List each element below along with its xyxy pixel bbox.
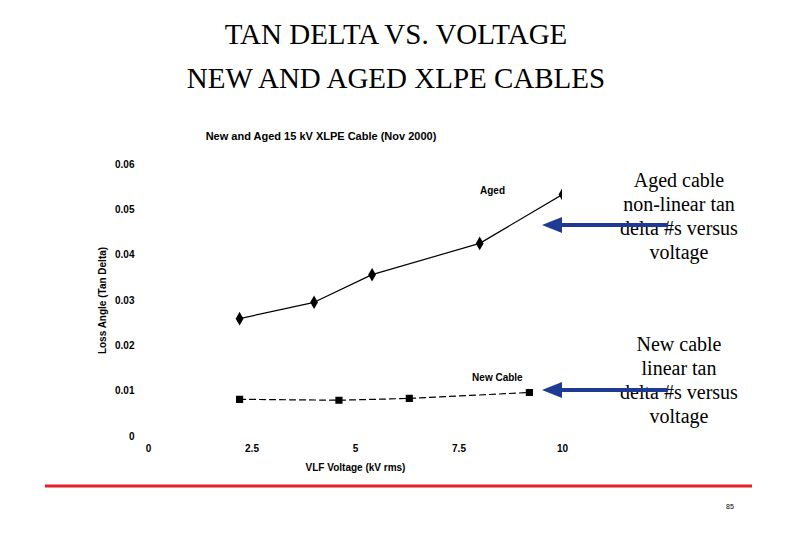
svg-text:0.06: 0.06: [115, 159, 135, 170]
html-text:85: 85: [726, 503, 734, 510]
svg-text:VLF Voltage (kV rms): VLF Voltage (kV rms): [306, 462, 406, 473]
html-text:New and Aged 15 kV XLPE Cable: New and Aged 15 kV XLPE Cable (Nov 2000): [205, 130, 437, 142]
html-text:non-linear tan: non-linear tan: [623, 193, 735, 215]
svg-text:5: 5: [353, 443, 359, 454]
svg-text:0: 0: [146, 443, 152, 454]
svg-text:0.02: 0.02: [115, 340, 135, 351]
html-text:linear tan: linear tan: [641, 357, 717, 379]
html-text:NEW AND AGED XLPE CABLES: NEW AND AGED XLPE CABLES: [186, 62, 606, 94]
svg-text:7.5: 7.5: [452, 443, 466, 454]
svg-text:2.5: 2.5: [245, 443, 259, 454]
html-text:New cable: New cable: [636, 333, 722, 355]
html-text:Aged cable: Aged cable: [633, 169, 725, 191]
svg-text:0: 0: [129, 431, 135, 442]
svg-text:New Cable: New Cable: [472, 372, 523, 383]
html-text:TAN DELTA VS. VOLTAGE: TAN DELTA VS. VOLTAGE: [224, 18, 568, 50]
html-text:voltage: voltage: [649, 241, 709, 263]
svg-text:0.04: 0.04: [115, 249, 135, 260]
html-text:voltage: voltage: [649, 405, 709, 427]
html-text:delta #s versus: delta #s versus: [620, 381, 738, 403]
svg-text:0.01: 0.01: [115, 385, 135, 396]
svg-text:0.05: 0.05: [115, 204, 135, 215]
svg-text:0.03: 0.03: [115, 295, 135, 306]
svg-text:10: 10: [557, 443, 569, 454]
svg-text:Loss Angle (Tan Delta): Loss Angle (Tan Delta): [97, 247, 108, 354]
svg-text:Aged: Aged: [480, 185, 505, 196]
html-text:delta #s versus: delta #s versus: [620, 217, 738, 239]
